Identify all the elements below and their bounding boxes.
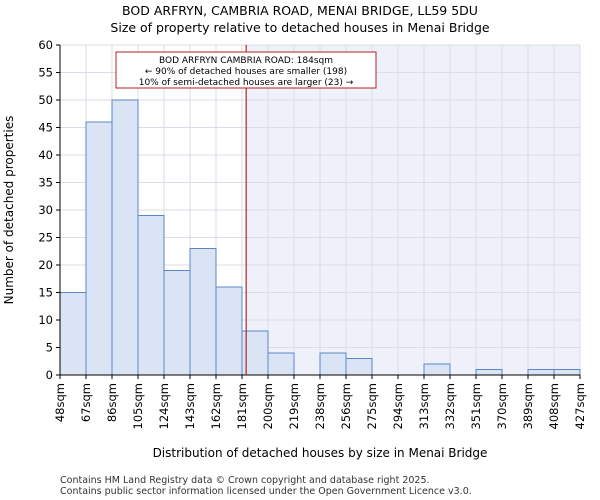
x-tick-label: 143sqm (183, 383, 197, 429)
x-tick-label: 370sqm (495, 383, 509, 429)
bar (137, 215, 165, 376)
bar (85, 121, 113, 376)
y-tick-label: 35 (38, 176, 53, 190)
x-tick-label: 181sqm (235, 383, 249, 429)
chart-subtitle: Size of property relative to detached ho… (110, 20, 489, 35)
y-tick-label: 60 (38, 38, 53, 52)
bar (553, 369, 581, 376)
x-tick-label: 351sqm (469, 383, 483, 429)
x-tick-label: 162sqm (209, 383, 223, 429)
x-tick-label: 256sqm (339, 383, 353, 429)
x-tick-label: 294sqm (391, 383, 405, 429)
bar (345, 358, 373, 376)
footer-line-2: Contains public sector information licen… (60, 486, 472, 497)
chart-title: BOD ARFRYN, CAMBRIA ROAD, MENAI BRIDGE, … (122, 3, 478, 18)
y-tick-label: 15 (38, 286, 53, 300)
y-tick-label: 45 (38, 121, 53, 135)
bar (111, 99, 139, 376)
bar (59, 292, 87, 376)
annotation-line-1: BOD ARFRYN CAMBRIA ROAD: 184sqm (159, 56, 333, 66)
y-tick-labels: 0 5 10 15 20 25 30 35 40 45 50 55 60 (38, 38, 60, 382)
x-tick-label: 219sqm (287, 383, 301, 429)
x-tick-label: 238sqm (313, 383, 327, 429)
x-tick-labels: 48sqm 67sqm 86sqm 105sqm 124sqm 143sqm 162sqm 1… (53, 375, 587, 429)
bar (189, 248, 217, 376)
annotation-line-3: 10% of semi-detached houses are larger (… (139, 78, 354, 88)
bar (319, 352, 347, 376)
bar (267, 352, 295, 376)
bar (475, 369, 503, 376)
bar (215, 286, 243, 376)
y-tick-label: 25 (38, 231, 53, 245)
x-tick-label: 275sqm (365, 383, 379, 429)
y-tick-label: 5 (46, 341, 53, 355)
bar (527, 369, 555, 376)
annotation-box: BOD ARFRYN CAMBRIA ROAD: 184sqm ← 90% of… (115, 51, 377, 89)
x-tick-label: 313sqm (417, 383, 431, 429)
annotation-frame (115, 51, 377, 89)
x-tick-label: 48sqm (53, 383, 67, 422)
x-axis-label: Distribution of detached houses by size … (153, 446, 488, 460)
x-tick-label: 408sqm (547, 383, 561, 429)
y-tick-label: 20 (38, 258, 53, 272)
bar (423, 363, 451, 376)
bars (59, 99, 581, 376)
x-tick-label: 200sqm (261, 383, 275, 429)
x-tick-label: 67sqm (79, 383, 93, 422)
y-tick-label: 10 (38, 313, 53, 327)
x-tick-label: 86sqm (105, 383, 119, 422)
y-tick-label: 55 (38, 66, 53, 80)
x-tick-label: 105sqm (131, 383, 145, 429)
y-tick-label: 30 (38, 203, 53, 217)
x-tick-label: 332sqm (443, 383, 457, 429)
y-tick-label: 0 (46, 368, 53, 382)
y-tick-label: 50 (38, 93, 53, 107)
x-tick-label: 427sqm (573, 383, 587, 429)
x-tick-label: 389sqm (521, 383, 535, 429)
footer-line-1: Contains HM Land Registry data © Crown c… (60, 475, 430, 486)
y-tick-label: 40 (38, 148, 53, 162)
annotation-line-2: ← 90% of detached houses are smaller (19… (145, 67, 347, 77)
x-tick-label: 124sqm (157, 383, 171, 429)
bar (163, 270, 191, 376)
y-axis-label: Number of detached properties (2, 116, 16, 305)
